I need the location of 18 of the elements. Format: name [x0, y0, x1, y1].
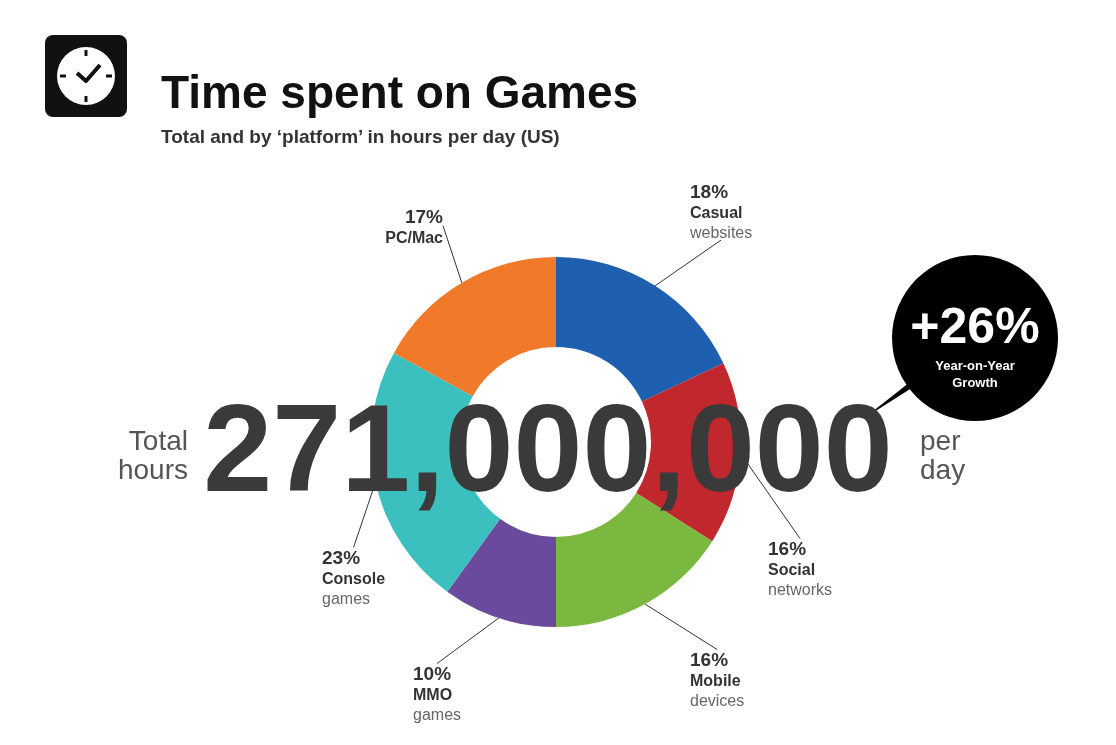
text: per day — [920, 424, 966, 486]
slice-label: Social networks — [768, 560, 833, 598]
slice-label: MMO games — [413, 685, 462, 723]
data-label: 17% — [404, 205, 444, 227]
slice-label: Mobile devices — [690, 671, 745, 709]
slice-label: Console games — [322, 569, 386, 607]
chart-title: Time spent on Games — [161, 66, 639, 118]
data-label: 23% — [322, 546, 361, 568]
chart-subtitle: Total and by ‘platform’ in hours per day (US) — [161, 126, 560, 147]
data-label: 16% — [768, 537, 807, 559]
slice-label: Casual websites — [689, 203, 753, 241]
text: Year-on-Year Growth — [935, 358, 1015, 390]
text: Total hours — [117, 424, 188, 486]
data-label: 16% — [690, 648, 729, 670]
slice-label: PC/Mac — [385, 228, 444, 246]
text: +26% — [910, 298, 1040, 354]
data-label: 18% — [690, 180, 729, 202]
data-label: 10% — [413, 662, 452, 684]
